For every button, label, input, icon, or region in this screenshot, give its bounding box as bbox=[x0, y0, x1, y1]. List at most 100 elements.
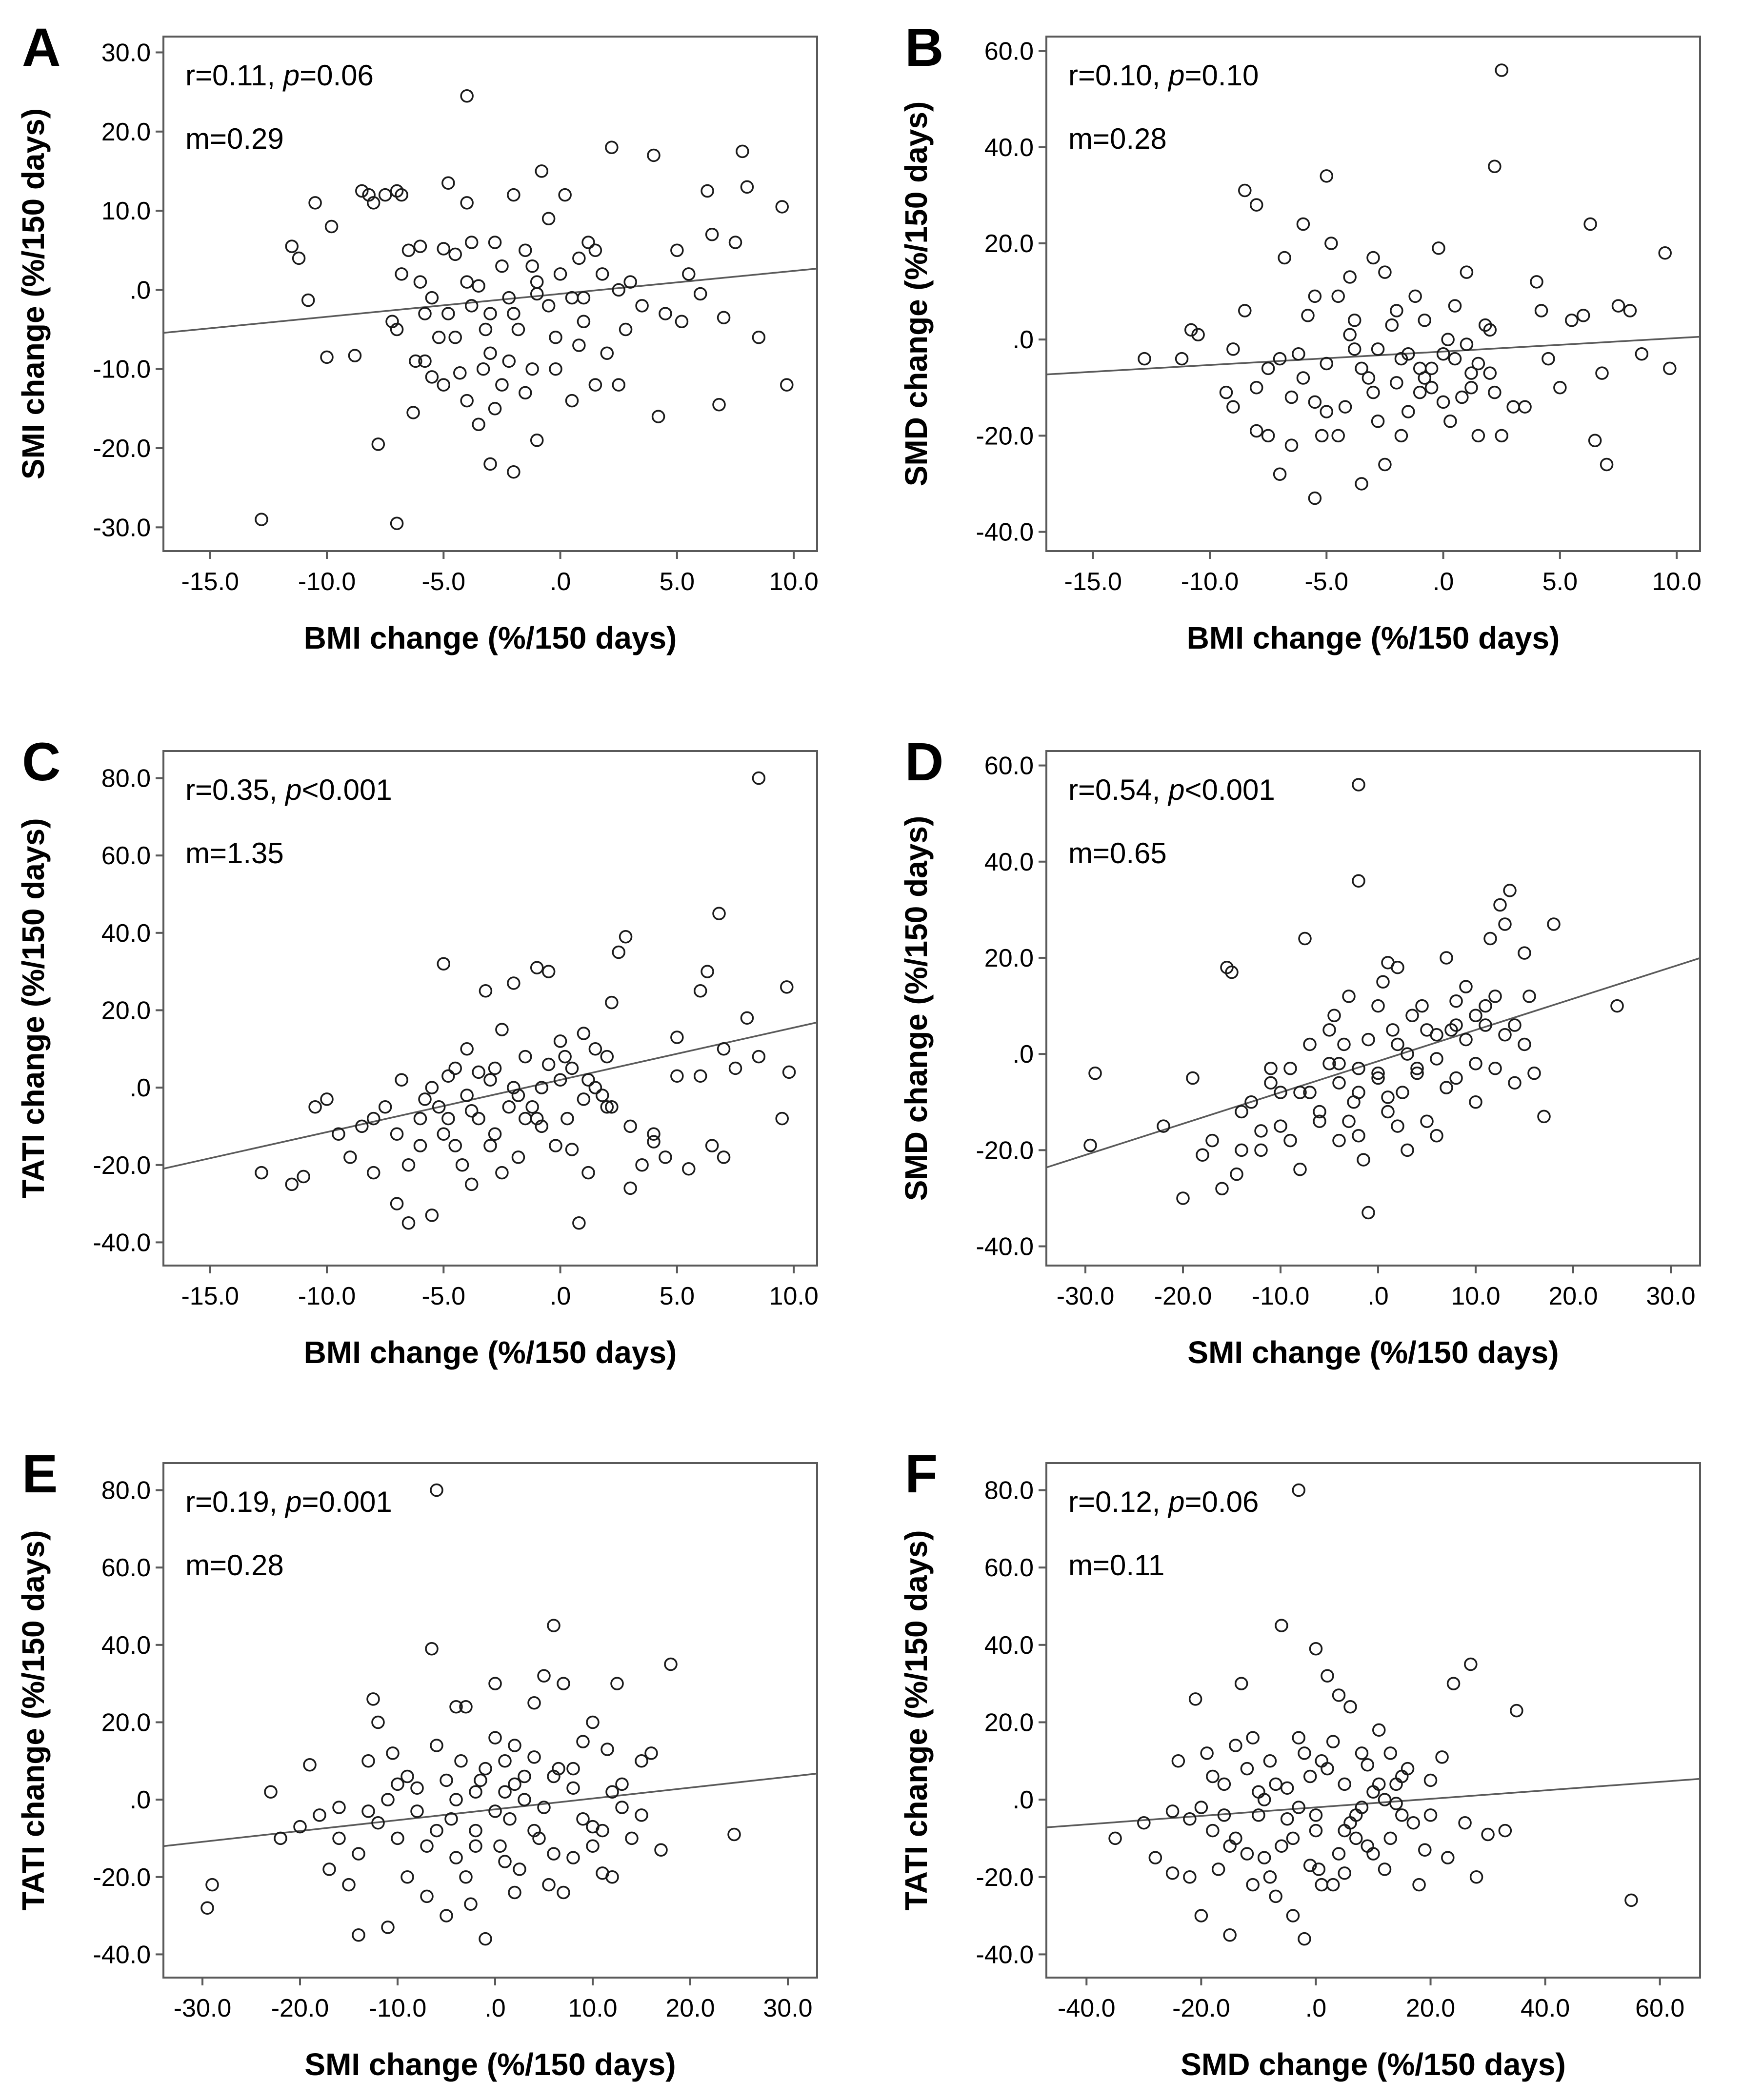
data-point bbox=[1508, 1018, 1522, 1032]
data-point bbox=[605, 995, 619, 1010]
data-point bbox=[420, 1889, 434, 1903]
y-tick-label: 20.0 bbox=[984, 944, 1034, 972]
data-point bbox=[469, 1823, 482, 1838]
data-point bbox=[1361, 1758, 1374, 1772]
panel-b: B -15.0 -10.0 -5.0 .0 5.0 10.0 -40.0 -20.0 .0 20.0… bbox=[899, 18, 1702, 655]
data-point bbox=[440, 1909, 453, 1922]
plot-frame bbox=[1045, 1462, 1701, 1979]
data-point bbox=[1175, 352, 1189, 366]
data-point bbox=[1371, 415, 1385, 428]
data-point bbox=[361, 1804, 375, 1818]
data-point bbox=[565, 1143, 579, 1156]
regression-line bbox=[163, 267, 818, 334]
data-point bbox=[1498, 1823, 1512, 1838]
data-point bbox=[1332, 1133, 1346, 1148]
data-point bbox=[400, 1870, 414, 1884]
data-point bbox=[1510, 1704, 1523, 1718]
data-point bbox=[1322, 1057, 1336, 1070]
data-point bbox=[1455, 390, 1469, 404]
data-point bbox=[1588, 434, 1602, 447]
data-point bbox=[623, 275, 637, 289]
data-point bbox=[437, 957, 451, 971]
data-point bbox=[541, 212, 556, 226]
data-point bbox=[1488, 385, 1502, 399]
data-point bbox=[1343, 1816, 1357, 1830]
data-point bbox=[511, 1150, 525, 1164]
x-tick-label: 60.0 bbox=[1635, 1994, 1684, 2022]
data-point bbox=[775, 200, 789, 214]
y-axis-title: SMD change (%/150 days) bbox=[899, 101, 934, 487]
data-point bbox=[401, 1216, 416, 1230]
x-axis-title: BMI change (%/150 days) bbox=[304, 1335, 677, 1370]
data-point bbox=[381, 1793, 395, 1806]
y-tick-label: -40.0 bbox=[976, 518, 1034, 547]
x-tick-label: 10.0 bbox=[1652, 568, 1702, 596]
data-point bbox=[1332, 1688, 1346, 1702]
panel-letter: B bbox=[905, 18, 943, 78]
data-point bbox=[527, 1823, 541, 1838]
y-tick-label: 60.0 bbox=[984, 752, 1034, 780]
data-point bbox=[1448, 299, 1462, 313]
data-point bbox=[448, 331, 462, 344]
data-point bbox=[460, 1089, 474, 1102]
y-tick-label: 40.0 bbox=[984, 848, 1034, 876]
data-point bbox=[1257, 1851, 1271, 1864]
data-point bbox=[1283, 1133, 1297, 1148]
data-point bbox=[581, 1073, 595, 1087]
data-point bbox=[1547, 917, 1561, 931]
data-point bbox=[513, 1862, 526, 1876]
data-point bbox=[493, 1839, 507, 1853]
data-point bbox=[1383, 1831, 1398, 1845]
data-point bbox=[518, 1793, 531, 1806]
data-point bbox=[530, 275, 544, 289]
x-tick-label: .0 bbox=[1367, 1282, 1388, 1310]
data-point bbox=[588, 243, 602, 257]
data-point bbox=[576, 1812, 590, 1826]
data-point bbox=[292, 251, 306, 265]
y-tick-label: -20.0 bbox=[93, 1863, 151, 1892]
data-point bbox=[623, 1181, 637, 1195]
data-point bbox=[1286, 1909, 1300, 1922]
slope-annotation: m=0.28 bbox=[185, 1549, 284, 1582]
y-tick-label: 40.0 bbox=[101, 1631, 151, 1660]
data-point bbox=[717, 311, 731, 324]
data-point bbox=[390, 322, 404, 337]
data-point bbox=[1488, 990, 1502, 1003]
data-point bbox=[1460, 337, 1474, 351]
data-point bbox=[1402, 347, 1415, 361]
plot-frame bbox=[1045, 36, 1701, 552]
data-point bbox=[1338, 1777, 1351, 1791]
y-tick-label: 80.0 bbox=[984, 1477, 1034, 1505]
x-tick-label: 10.0 bbox=[1451, 1282, 1500, 1310]
data-point bbox=[390, 1127, 404, 1141]
data-point bbox=[675, 315, 689, 329]
data-point bbox=[1274, 1086, 1287, 1099]
data-point bbox=[1381, 1090, 1395, 1104]
data-point bbox=[1309, 1823, 1323, 1838]
data-point bbox=[1176, 1191, 1190, 1205]
data-point bbox=[1234, 1677, 1248, 1690]
data-point bbox=[474, 1773, 487, 1787]
x-axis-title: SMD change (%/150 days) bbox=[1181, 2047, 1566, 2082]
data-point bbox=[647, 1127, 661, 1141]
data-point bbox=[752, 331, 766, 344]
y-tick-label: 20.0 bbox=[984, 230, 1034, 258]
data-point bbox=[1352, 1086, 1365, 1099]
data-point bbox=[1446, 1677, 1461, 1690]
data-point bbox=[1372, 1777, 1386, 1791]
data-point bbox=[1223, 1928, 1237, 1942]
data-point bbox=[553, 1034, 567, 1048]
data-point bbox=[366, 196, 380, 210]
data-point bbox=[1191, 328, 1205, 342]
data-point bbox=[1246, 1731, 1260, 1744]
panel-e: E -30.0 -20.0 -10.0 .0 10.0 20.0 30.0 -40.0 -20.0… bbox=[16, 1444, 818, 2082]
data-point bbox=[549, 1139, 562, 1152]
data-point bbox=[530, 287, 544, 301]
data-point bbox=[595, 267, 609, 281]
data-point bbox=[418, 354, 432, 368]
data-point bbox=[1418, 313, 1432, 327]
data-point bbox=[527, 1696, 541, 1710]
data-point bbox=[378, 1100, 392, 1114]
data-point bbox=[1372, 1723, 1386, 1737]
data-point bbox=[1401, 1762, 1415, 1776]
